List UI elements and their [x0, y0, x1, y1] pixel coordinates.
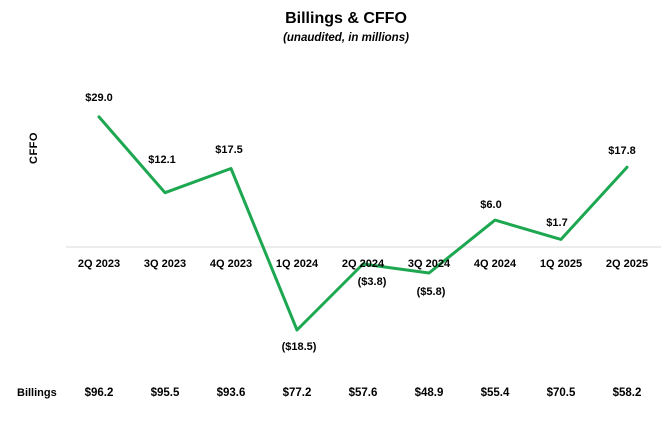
- billings-value: $77.2: [282, 387, 312, 399]
- cffo-data-label: $17.8: [608, 145, 636, 158]
- x-axis-label: 1Q 2025: [539, 258, 583, 270]
- cffo-data-label: $1.7: [546, 217, 568, 230]
- billings-value: $55.4: [480, 387, 510, 399]
- billings-value: $57.6: [348, 387, 378, 399]
- billings-value: $48.9: [414, 387, 444, 399]
- cffo-data-label: $17.5: [215, 143, 243, 156]
- x-axis-label: 4Q 2023: [209, 258, 253, 270]
- x-axis-label: 2Q 2025: [605, 258, 649, 270]
- x-axis-label: 2Q 2024: [341, 258, 385, 270]
- cffo-data-label: ($5.8): [416, 286, 446, 298]
- billings-row-label: Billings: [17, 387, 57, 399]
- billings-value: $95.5: [150, 387, 180, 399]
- billings-value: $58.2: [612, 387, 642, 399]
- billings-value: $93.6: [216, 387, 246, 399]
- cffo-data-label: $12.1: [148, 153, 176, 166]
- cffo-series-line: [97, 115, 629, 332]
- billings-value: $70.5: [546, 387, 576, 399]
- x-axis-label: 1Q 2024: [275, 258, 319, 270]
- x-axis-label: 4Q 2024: [473, 258, 517, 270]
- cffo-data-label: $6.0: [480, 199, 502, 212]
- billings-value: $96.2: [84, 387, 114, 399]
- chart-subtitle: (unaudited, in millions): [283, 32, 409, 44]
- cffo-data-label: ($3.8): [357, 276, 387, 289]
- cffo-data-label: ($18.5): [281, 340, 317, 353]
- x-axis-label: 2Q 2023: [77, 258, 121, 270]
- chart-title: Billings & CFFO: [285, 10, 407, 27]
- cffo-data-label: $29.0: [85, 91, 113, 104]
- x-axis-label: 3Q 2024: [407, 258, 451, 270]
- x-axis-label: 3Q 2023: [143, 258, 187, 270]
